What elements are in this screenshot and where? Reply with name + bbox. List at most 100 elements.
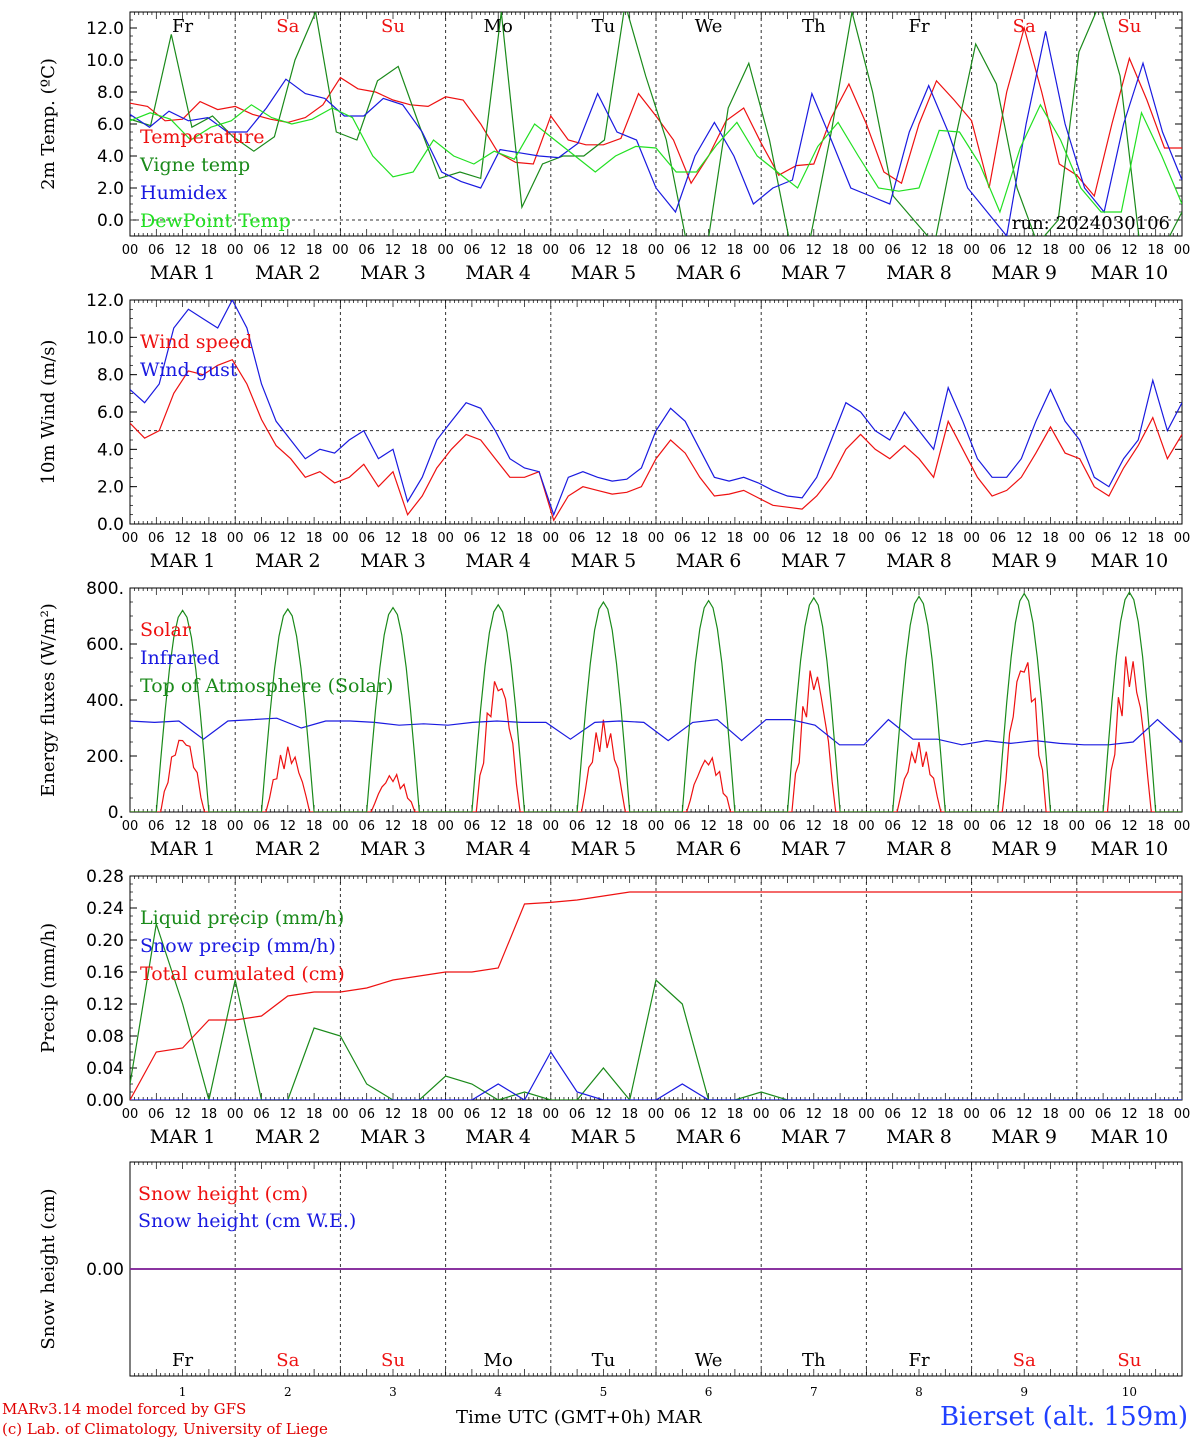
precip-hour-label: 12 — [490, 1107, 507, 1122]
snow-weekday-label: Tu — [592, 1350, 616, 1371]
precip-legend-entry: Snow precip (mm/h) — [140, 935, 336, 957]
wind-date-label: MAR 4 — [465, 550, 531, 572]
wind-panel: 0.0 2.0 4.0 6.0 8.0 10.0 12.0 10m Wind (m/s) 00 0… — [38, 291, 1190, 572]
temp-hour-label: 00 — [963, 243, 980, 258]
wind-hour-label: 06 — [148, 531, 165, 546]
temp-legend-entry: Humidex — [140, 182, 227, 204]
precip-legend-entry: Total cumulated (cm) — [140, 963, 345, 985]
snow-weekday-label: Su — [1117, 1350, 1141, 1371]
precip-hour-label: 12 — [911, 1107, 928, 1122]
day-number-label: 10 — [1122, 1385, 1137, 1399]
precip-hour-label: 18 — [1147, 1107, 1164, 1122]
flux-hour-label: 18 — [621, 819, 638, 834]
temp-series-line — [130, 103, 1182, 214]
flux-hour-label: 18 — [1147, 819, 1164, 834]
temp-weekday-label: Mo — [484, 16, 513, 37]
flux-hour-label: 00 — [543, 819, 560, 834]
flux-hour-label: 12 — [174, 819, 191, 834]
precip-hour-label: 06 — [569, 1107, 586, 1122]
precip-ytick-label: 0.16 — [86, 963, 124, 983]
temp-series-line — [130, 12, 1182, 236]
precip-hour-label: 06 — [358, 1107, 375, 1122]
day-number-label: 1 — [179, 1385, 187, 1399]
temp-panel: 0.0 2.0 4.0 6.0 8.0 10.0 12.0 2m Temp. (ºC) 00 06… — [38, 11, 1190, 284]
precip-hour-label: 06 — [1095, 1107, 1112, 1122]
temp-date-label: MAR 3 — [360, 262, 426, 284]
flux-ytick-label: 800. — [86, 579, 124, 599]
time-axis-label: Time UTC (GMT+0h) MAR — [456, 1407, 702, 1428]
temp-hour-label: 06 — [569, 243, 586, 258]
wind-ytick-label: 12.0 — [86, 291, 124, 311]
temp-hour-label: 12 — [911, 243, 928, 258]
wind-hour-label: 18 — [621, 531, 638, 546]
flux-panel: 0. 200. 400. 600. 800. Energy fluxes (W/m²) 00… — [38, 579, 1190, 860]
wind-hour-label: 00 — [648, 531, 665, 546]
temp-hour-label: 12 — [700, 243, 717, 258]
precip-hour-label: 18 — [621, 1107, 638, 1122]
precip-hour-label: 18 — [201, 1107, 218, 1122]
wind-hour-label: 18 — [937, 531, 954, 546]
temp-hour-label: 00 — [122, 243, 139, 258]
wind-legend-entry: Wind gust — [140, 359, 238, 381]
precip-date-label: MAR 9 — [991, 1126, 1057, 1148]
temp-hour-label: 06 — [674, 243, 691, 258]
precip-ytick-label: 0.08 — [86, 1027, 124, 1047]
precip-legend-entry: Liquid precip (mm/h) — [140, 907, 344, 929]
station-name: Bierset (alt. 159m) — [939, 1402, 1188, 1432]
temp-hour-label: 00 — [332, 243, 349, 258]
precip-date-label: MAR 6 — [676, 1126, 742, 1148]
wind-hour-label: 12 — [911, 531, 928, 546]
precip-ytick-label: 0.28 — [86, 867, 124, 887]
temp-hour-label: 18 — [1147, 243, 1164, 258]
precip-hour-label: 00 — [858, 1107, 875, 1122]
temp-ytick-label: 2.0 — [97, 179, 124, 199]
precip-hour-label: 12 — [385, 1107, 402, 1122]
flux-series-line — [130, 591, 1182, 812]
flux-hour-label: 18 — [516, 819, 533, 834]
wind-date-label: MAR 8 — [886, 550, 952, 572]
flux-hour-label: 06 — [674, 819, 691, 834]
flux-hour-label: 18 — [727, 819, 744, 834]
flux-hour-label: 12 — [806, 819, 823, 834]
day-number-label: 2 — [284, 1385, 292, 1399]
wind-date-label: MAR 10 — [1091, 550, 1169, 572]
precip-hour-label: 00 — [122, 1107, 139, 1122]
wind-hour-label: 18 — [727, 531, 744, 546]
flux-hour-label: 00 — [227, 819, 244, 834]
day-number-label: 3 — [389, 1385, 397, 1399]
precip-hour-label: 18 — [832, 1107, 849, 1122]
flux-hour-label: 18 — [201, 819, 218, 834]
wind-hour-label: 00 — [753, 531, 770, 546]
temp-date-label: MAR 4 — [465, 262, 531, 284]
snow-weekday-label: Sa — [276, 1350, 299, 1371]
wind-hour-label: 06 — [779, 531, 796, 546]
precip-ytick-label: 0.24 — [86, 899, 124, 919]
wind-hour-label: 00 — [858, 531, 875, 546]
precip-hour-label: 12 — [806, 1107, 823, 1122]
wind-hour-label: 00 — [122, 531, 139, 546]
wind-hour-label: 18 — [306, 531, 323, 546]
temp-hour-label: 12 — [595, 243, 612, 258]
temp-hour-label: 12 — [280, 243, 297, 258]
wind-date-label: MAR 3 — [360, 550, 426, 572]
temp-hour-label: 18 — [411, 243, 428, 258]
wind-hour-label: 06 — [884, 531, 901, 546]
flux-hour-label: 12 — [490, 819, 507, 834]
temp-hour-label: 12 — [385, 243, 402, 258]
flux-ytick-label: 400. — [86, 691, 124, 711]
temp-hour-label: 12 — [1016, 243, 1033, 258]
temp-hour-label: 00 — [753, 243, 770, 258]
flux-date-label: MAR 6 — [676, 838, 742, 860]
time-axis-label-text: Time UTC (GMT+0h) — [456, 1407, 651, 1428]
precip-hour-label: 00 — [1069, 1107, 1086, 1122]
lab-credit: (c) Lab. of Climatology, University of L… — [2, 1420, 328, 1438]
temp-series-line — [130, 25, 1182, 198]
wind-hour-label: 12 — [595, 531, 612, 546]
temp-hour-label: 18 — [201, 243, 218, 258]
time-axis-label-month: MAR — [656, 1407, 702, 1428]
snow-weekday-label: Fr — [172, 1350, 193, 1371]
wind-hour-label: 00 — [1069, 531, 1086, 546]
flux-date-label: MAR 10 — [1091, 838, 1169, 860]
flux-hour-label: 00 — [1174, 819, 1191, 834]
wind-date-label: MAR 1 — [150, 550, 216, 572]
